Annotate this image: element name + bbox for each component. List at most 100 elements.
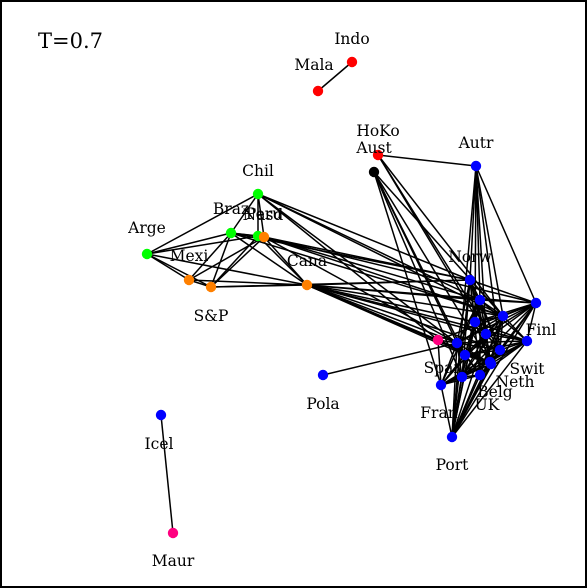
node-sp xyxy=(205,281,217,293)
node-label-cana: Cana xyxy=(287,252,327,270)
edge-chil-norw xyxy=(257,193,471,281)
edge-chil-germ xyxy=(257,193,504,317)
edge-cana-ital xyxy=(306,284,501,351)
edge-norw-germ xyxy=(469,279,504,317)
edge-cana-denm xyxy=(306,284,476,323)
edge-finl-swed xyxy=(479,299,537,304)
edge-ital-uk xyxy=(461,349,501,378)
node-arge xyxy=(141,248,153,260)
node-isra xyxy=(432,334,444,346)
edge-pola-spai xyxy=(322,342,458,376)
edge-braz-sp xyxy=(210,232,232,288)
node-label-arge: Arge xyxy=(127,219,166,237)
node-luxe xyxy=(459,349,471,361)
edge-cana-norw xyxy=(306,279,471,286)
node-label-uk: UK xyxy=(475,396,500,414)
node-mala xyxy=(312,85,324,97)
node-label-indo: Indo xyxy=(334,30,369,48)
node-label-icel: Icel xyxy=(145,435,174,453)
edge-norw-port xyxy=(451,279,471,438)
edge-finl-swit xyxy=(526,302,537,342)
edge-autr-swed xyxy=(475,165,481,301)
node-label-braz: Braz xyxy=(213,200,249,218)
edge-braz-cana xyxy=(230,232,308,286)
edge-nasd-sp xyxy=(210,236,265,288)
edge-cana-spai xyxy=(306,284,458,344)
edge-braz-arge xyxy=(146,232,232,255)
node-label-hoko: HoKo xyxy=(356,122,399,140)
node-label-pola: Pola xyxy=(306,395,339,413)
node-layer xyxy=(141,56,542,539)
edge-fran-isra xyxy=(437,339,442,386)
node-uk xyxy=(456,371,468,383)
node-fran xyxy=(435,379,447,391)
node-label-swit: Swit xyxy=(509,360,545,378)
node-label-nasd: Nasd xyxy=(243,206,284,224)
node-chil xyxy=(252,188,264,200)
node-label-port: Port xyxy=(436,456,470,474)
node-label-aust: Aust xyxy=(355,139,392,157)
edge-braz-germ xyxy=(230,232,504,317)
edge-swit-belg xyxy=(479,340,528,376)
node-swed xyxy=(474,294,486,306)
node-maur xyxy=(167,527,179,539)
edge-germ-swit xyxy=(502,315,528,342)
edge-autr-port xyxy=(451,165,477,438)
edge-autr-germ xyxy=(475,165,504,317)
node-label-mala: Mala xyxy=(294,56,333,74)
edge-fran-luxe xyxy=(440,354,466,386)
node-ital xyxy=(494,344,506,356)
edge-nasd-swed xyxy=(263,236,481,301)
edge-germ-spai xyxy=(456,315,504,344)
edge-mexi-cana xyxy=(188,279,308,286)
edge-spai-fran xyxy=(440,342,458,386)
node-port xyxy=(446,431,458,443)
edge-swit-uk xyxy=(461,340,528,378)
edge-arge-sp xyxy=(146,253,212,288)
edge-irel-swit xyxy=(485,333,528,342)
node-label-neth: Neth xyxy=(496,373,535,391)
node-braz xyxy=(225,227,237,239)
node-mexi xyxy=(183,274,195,286)
node-spai xyxy=(451,337,463,349)
edge-arge-cana xyxy=(146,253,308,286)
node-autr xyxy=(470,160,482,172)
node-label-mexi: Mexi xyxy=(170,247,209,265)
edge-nasd-cana xyxy=(263,236,308,286)
node-norw xyxy=(464,274,476,286)
edge-nasd-finl xyxy=(263,236,537,304)
node-swit xyxy=(521,335,533,347)
edge-icel-maur xyxy=(160,414,174,534)
edge-nasd-norw xyxy=(263,236,471,281)
edge-norw-denm xyxy=(469,279,476,323)
edge-nasd-germ xyxy=(263,236,504,317)
edge-autr-finl xyxy=(475,165,537,304)
node-irel xyxy=(480,328,492,340)
edge-denm-luxe xyxy=(464,321,476,356)
node-label-maur: Maur xyxy=(152,552,195,570)
edge-chil-nasd xyxy=(257,193,265,238)
edge-peru-arge xyxy=(146,235,259,255)
edge-finl-isra xyxy=(437,302,537,341)
edge-spai-port xyxy=(451,342,458,438)
edge-layer xyxy=(146,61,537,534)
node-label-peru: Peru xyxy=(246,205,282,223)
node-denm xyxy=(469,316,481,328)
node-label-autr: Autr xyxy=(458,134,494,152)
node-icel xyxy=(155,409,167,421)
node-label-chil: Chil xyxy=(242,162,274,180)
node-indo xyxy=(346,56,358,68)
node-finl xyxy=(530,297,542,309)
node-label-spai: Spai xyxy=(424,359,459,377)
edge-chil-arge xyxy=(146,193,259,255)
edge-hoko-autr xyxy=(377,154,477,167)
edge-cana-germ xyxy=(306,284,504,317)
edge-swit-denm xyxy=(474,321,528,342)
node-hoko xyxy=(372,149,384,161)
edge-cana-swed xyxy=(306,284,481,301)
edge-nasd-mexi xyxy=(188,236,265,281)
edge-norw-finl xyxy=(469,279,537,304)
